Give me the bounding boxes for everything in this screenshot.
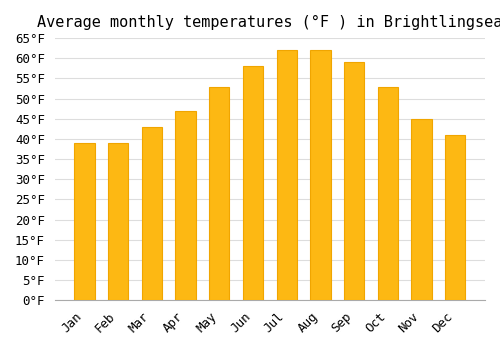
Bar — [344, 62, 364, 300]
Bar — [142, 127, 162, 300]
Bar — [310, 50, 330, 300]
Bar — [378, 86, 398, 300]
Bar — [276, 50, 297, 300]
Bar — [209, 86, 230, 300]
Bar — [243, 66, 263, 300]
Title: Average monthly temperatures (°F ) in Brightlingsea: Average monthly temperatures (°F ) in Br… — [37, 15, 500, 30]
Bar — [74, 143, 94, 300]
Bar — [108, 143, 128, 300]
Bar — [445, 135, 466, 300]
Bar — [412, 119, 432, 300]
Bar — [176, 111, 196, 300]
